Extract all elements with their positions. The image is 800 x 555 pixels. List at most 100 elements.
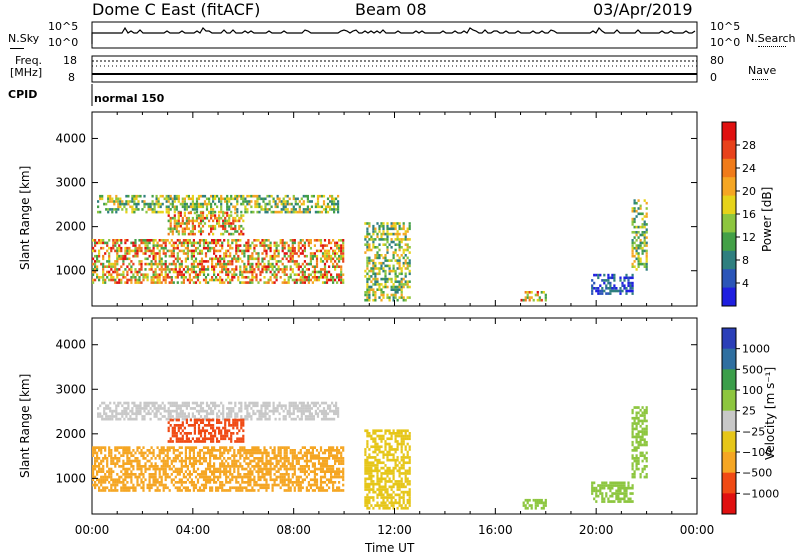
power-cell [178, 220, 180, 223]
power-cell [118, 239, 120, 242]
velocity-cell [220, 421, 222, 424]
velocity-cell [188, 440, 190, 443]
velocity-cell [293, 402, 295, 405]
velocity-cell [172, 432, 174, 435]
velocity-cell [253, 465, 255, 468]
velocity-cell [153, 484, 155, 487]
power-cell [102, 279, 104, 282]
velocity-cell [242, 419, 244, 422]
power-cell [304, 273, 306, 276]
power-cell [322, 247, 324, 250]
power-cell [389, 259, 391, 262]
power-cell [219, 250, 221, 253]
velocity-cell [263, 476, 265, 479]
velocity-cell [259, 460, 261, 463]
velocity-cell [186, 402, 188, 405]
power-cell [634, 247, 636, 250]
power-cell [401, 280, 403, 283]
velocity-cell [192, 415, 194, 418]
velocity-cell [116, 446, 118, 449]
velocity-cell [153, 449, 155, 452]
velocity-cell [199, 454, 201, 457]
velocity-cell [389, 478, 391, 481]
power-cell [302, 271, 304, 274]
power-cell [593, 287, 595, 290]
velocity-cell [94, 452, 96, 455]
velocity-cell [163, 462, 165, 465]
velocity-cell [407, 453, 409, 456]
power-cell [541, 291, 543, 294]
power-cell [264, 206, 266, 209]
velocity-cell [286, 465, 288, 468]
velocity-cell [397, 507, 399, 510]
velocity-cell [286, 473, 288, 476]
velocity-cell [189, 462, 191, 465]
power-cell [184, 200, 186, 203]
velocity-cell [525, 504, 527, 507]
velocity-cell [103, 418, 105, 421]
velocity-cell [372, 432, 374, 435]
velocity-cell [280, 481, 282, 484]
power-cell [184, 230, 186, 233]
velocity-cell [370, 488, 372, 491]
power-cell [324, 273, 326, 276]
velocity-cell [327, 407, 329, 410]
velocity-cell [102, 457, 104, 460]
velocity-cell [130, 476, 132, 479]
velocity-cell [336, 468, 338, 471]
velocity-cell [196, 421, 198, 424]
power-cell [143, 206, 145, 209]
power-cell [272, 265, 274, 268]
power-cell [405, 249, 407, 252]
power-cell [114, 268, 116, 271]
power-cell [270, 255, 272, 258]
power-cell [529, 291, 531, 294]
velocity-cell [138, 473, 140, 476]
velocity-cell [262, 402, 264, 405]
power-cell [195, 276, 197, 279]
velocity-cell [330, 449, 332, 452]
velocity-cell [277, 410, 279, 413]
velocity-cell [237, 489, 239, 492]
velocity-cell [123, 402, 125, 405]
velocity-cell [114, 457, 116, 460]
velocity-cell [196, 437, 198, 440]
power-cell [263, 263, 265, 266]
power-cell [306, 279, 308, 282]
power-cell [98, 250, 100, 253]
power-cell [642, 263, 644, 266]
power-cell [192, 206, 194, 209]
power-cell [116, 250, 118, 253]
velocity-cell [364, 480, 366, 483]
velocity-cell [198, 437, 200, 440]
power-cell [194, 233, 196, 236]
velocity-cell [172, 440, 174, 443]
power-cell [378, 283, 380, 286]
power-cell [278, 252, 280, 255]
power-cell [231, 273, 233, 276]
velocity-cell [386, 470, 388, 473]
velocity-cell [268, 484, 270, 487]
power-cell [266, 203, 268, 206]
power-cell [219, 239, 221, 242]
velocity-cell [380, 494, 382, 497]
velocity-cell [316, 449, 318, 452]
velocity-cell [226, 407, 228, 410]
velocity-cell [222, 427, 224, 430]
velocity-cell [304, 454, 306, 457]
velocity-cell [320, 478, 322, 481]
velocity-cell [195, 484, 197, 487]
power-cell [153, 279, 155, 282]
velocity-cell [366, 472, 368, 475]
velocity-cell [393, 448, 395, 451]
power-cell [179, 242, 181, 245]
velocity-cell [253, 481, 255, 484]
power-cell [642, 213, 644, 216]
velocity-cell [304, 465, 306, 468]
velocity-cell [239, 489, 241, 492]
power-cell [597, 287, 599, 290]
velocity-cell [364, 486, 366, 489]
power-cell [98, 276, 100, 279]
power-cell [318, 250, 320, 253]
power-cell [192, 195, 194, 198]
